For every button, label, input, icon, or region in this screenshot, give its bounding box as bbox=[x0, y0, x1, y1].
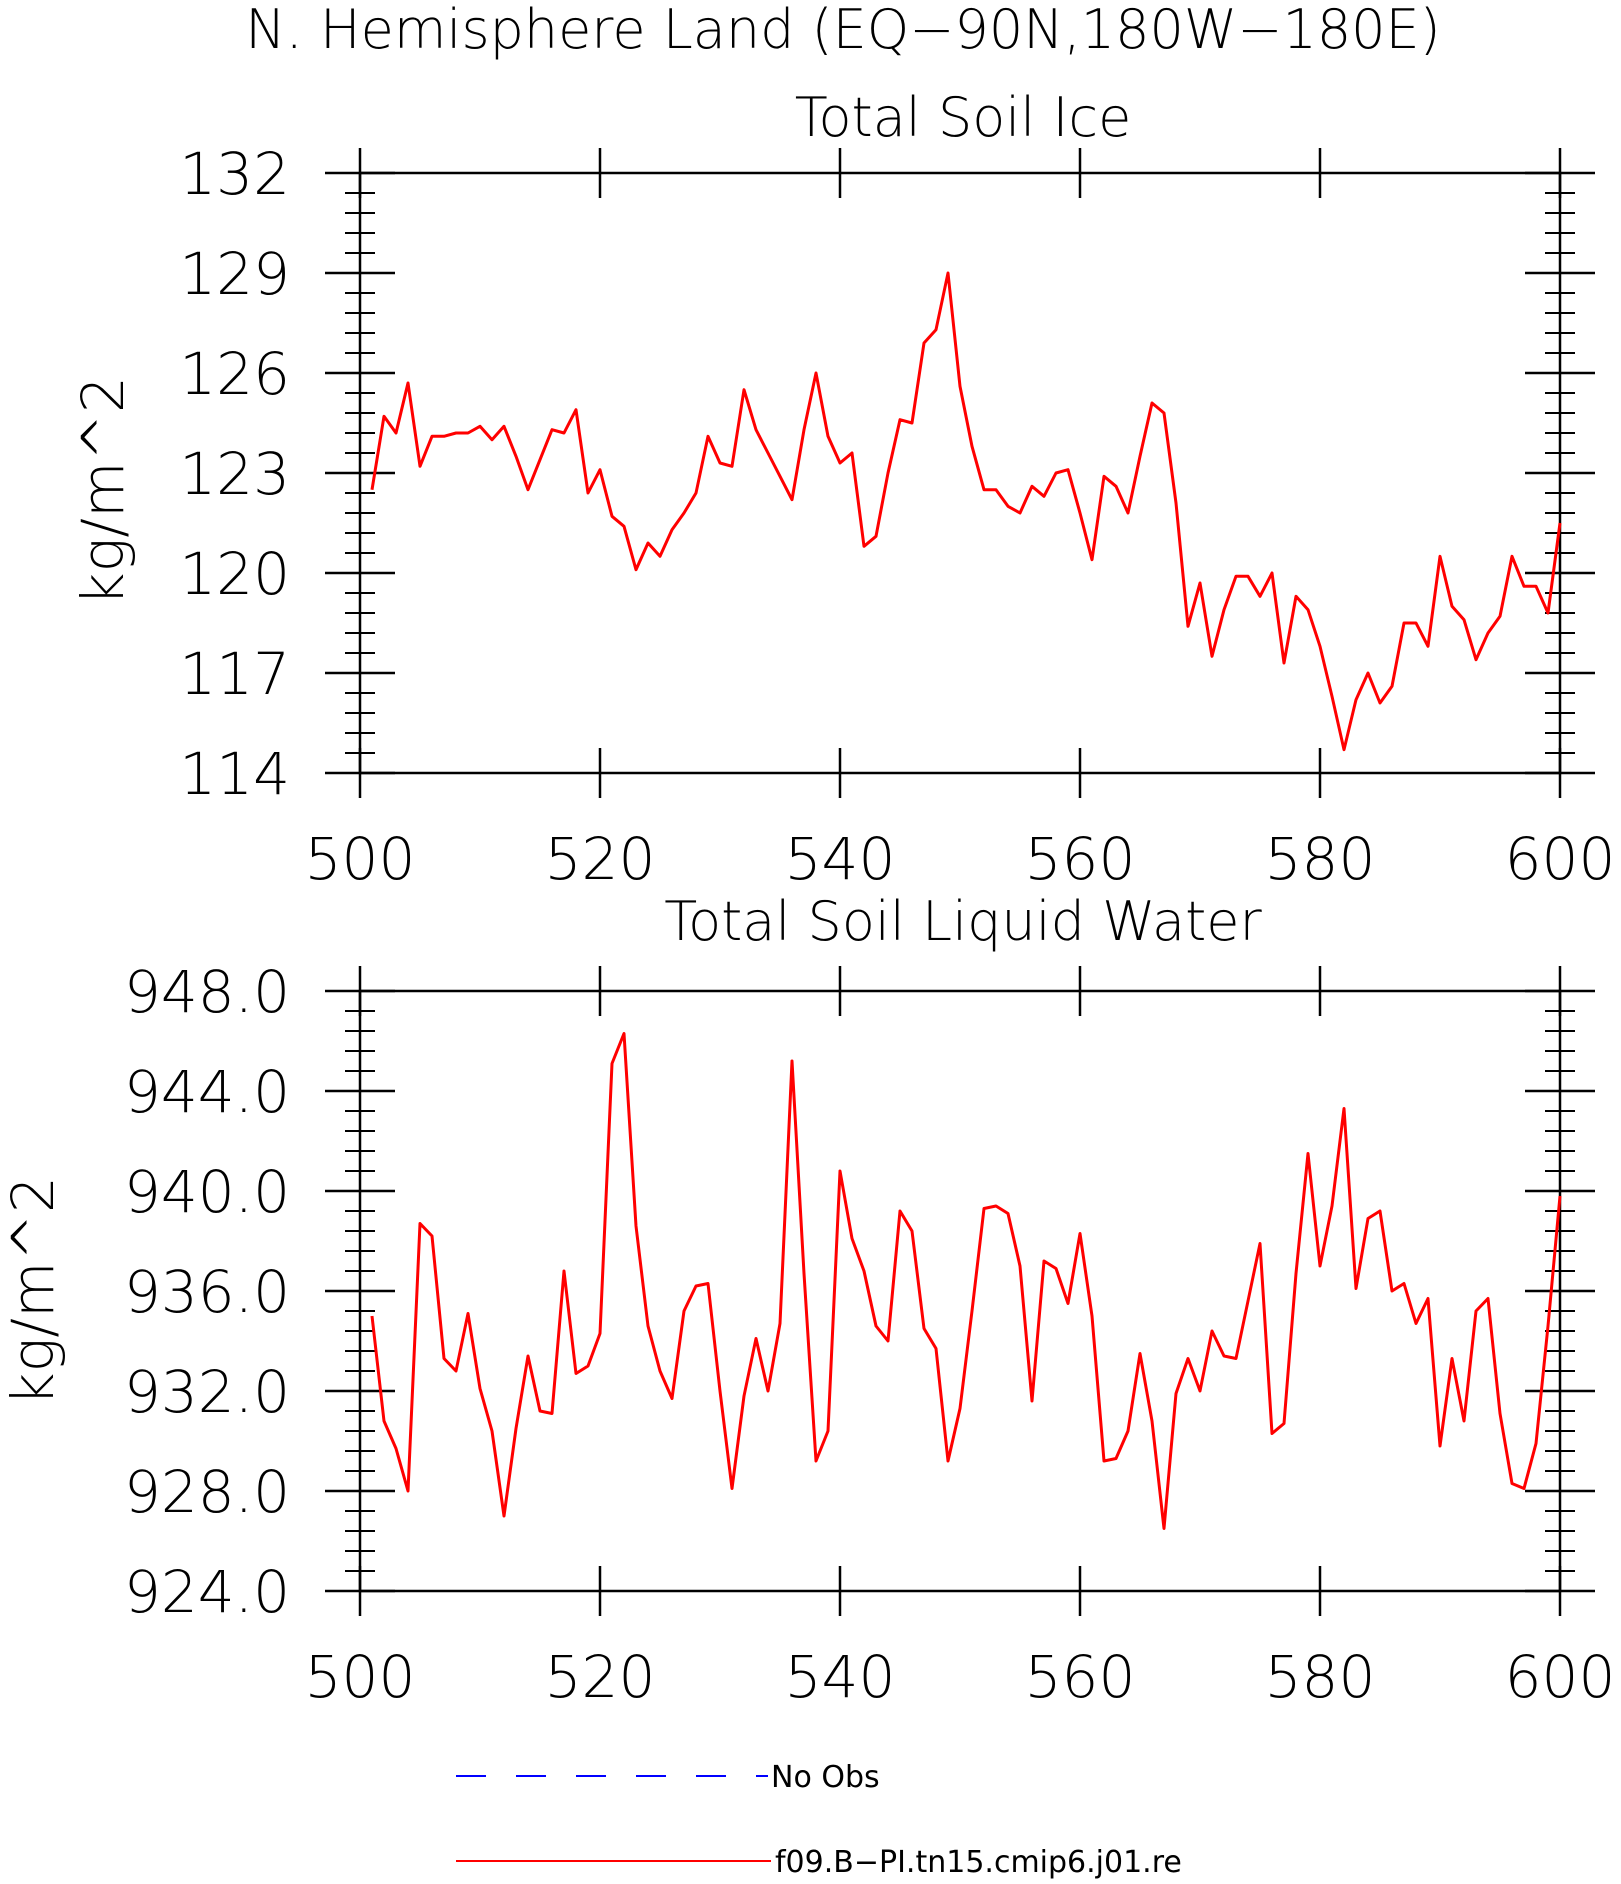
legend-label: No Obs bbox=[771, 1760, 880, 1795]
page-title: N. Hemisphere Land (EQ−90N,180W−180E) bbox=[245, 0, 1440, 61]
x-tick-label: 560 bbox=[1025, 1643, 1136, 1711]
x-tick-label: 520 bbox=[545, 825, 656, 893]
plot-frame bbox=[358, 171, 1562, 775]
y-tick-label: 928.0 bbox=[124, 1458, 290, 1526]
y-tick-label: 936.0 bbox=[124, 1258, 290, 1326]
legend-item-no-obs: No Obs bbox=[456, 1760, 880, 1795]
x-tick-label: 580 bbox=[1265, 825, 1376, 893]
x-tick-label: 540 bbox=[785, 1643, 896, 1711]
series-line bbox=[370, 271, 1562, 752]
y-axis-label: kg/m^2 bbox=[0, 1176, 67, 1406]
x-tick-label: 500 bbox=[305, 1643, 416, 1711]
x-tick-label: 520 bbox=[545, 1643, 656, 1711]
y-tick-label: 132 bbox=[179, 140, 290, 208]
chart-title: Total Soil Ice bbox=[795, 86, 1132, 149]
y-tick-label: 948.0 bbox=[124, 958, 290, 1026]
y-tick-label: 940.0 bbox=[124, 1158, 290, 1226]
y-axis-label: kg/m^2 bbox=[69, 376, 137, 606]
y-tick-label: 123 bbox=[179, 440, 290, 508]
legend-item-model-run: f09.B−PI.tn15.cmip6.j01.re bbox=[456, 1845, 1182, 1880]
x-tick-label: 560 bbox=[1025, 825, 1136, 893]
y-tick-label: 117 bbox=[179, 640, 290, 708]
y-tick-label: 932.0 bbox=[124, 1358, 290, 1426]
panel-total-soil-liquid-water: Total Soil Liquid Water kg/m^2 500 520 540… bbox=[0, 890, 1615, 1711]
y-tick-label: 126 bbox=[179, 340, 290, 408]
y-tick-label: 114 bbox=[179, 740, 290, 808]
legend: No Obs f09.B−PI.tn15.cmip6.j01.re bbox=[456, 1760, 1182, 1880]
plot-frame bbox=[358, 989, 1562, 1593]
y-tick-label: 924.0 bbox=[124, 1558, 290, 1626]
y-tick-label: 120 bbox=[179, 540, 290, 608]
legend-label: f09.B−PI.tn15.cmip6.j01.re bbox=[775, 1845, 1182, 1880]
x-tick-label: 600 bbox=[1505, 825, 1616, 893]
y-tick-label: 944.0 bbox=[124, 1058, 290, 1126]
chart-title: Total Soil Liquid Water bbox=[664, 890, 1262, 953]
x-tick-label: 540 bbox=[785, 825, 896, 893]
x-tick-label: 580 bbox=[1265, 1643, 1376, 1711]
x-tick-label: 500 bbox=[305, 825, 416, 893]
x-tick-label: 600 bbox=[1505, 1643, 1616, 1711]
panel-total-soil-ice: Total Soil Ice kg/m^2 500 520 540 560 580 600… bbox=[69, 86, 1615, 893]
series-line bbox=[370, 1032, 1562, 1530]
y-tick-label: 129 bbox=[179, 240, 290, 308]
